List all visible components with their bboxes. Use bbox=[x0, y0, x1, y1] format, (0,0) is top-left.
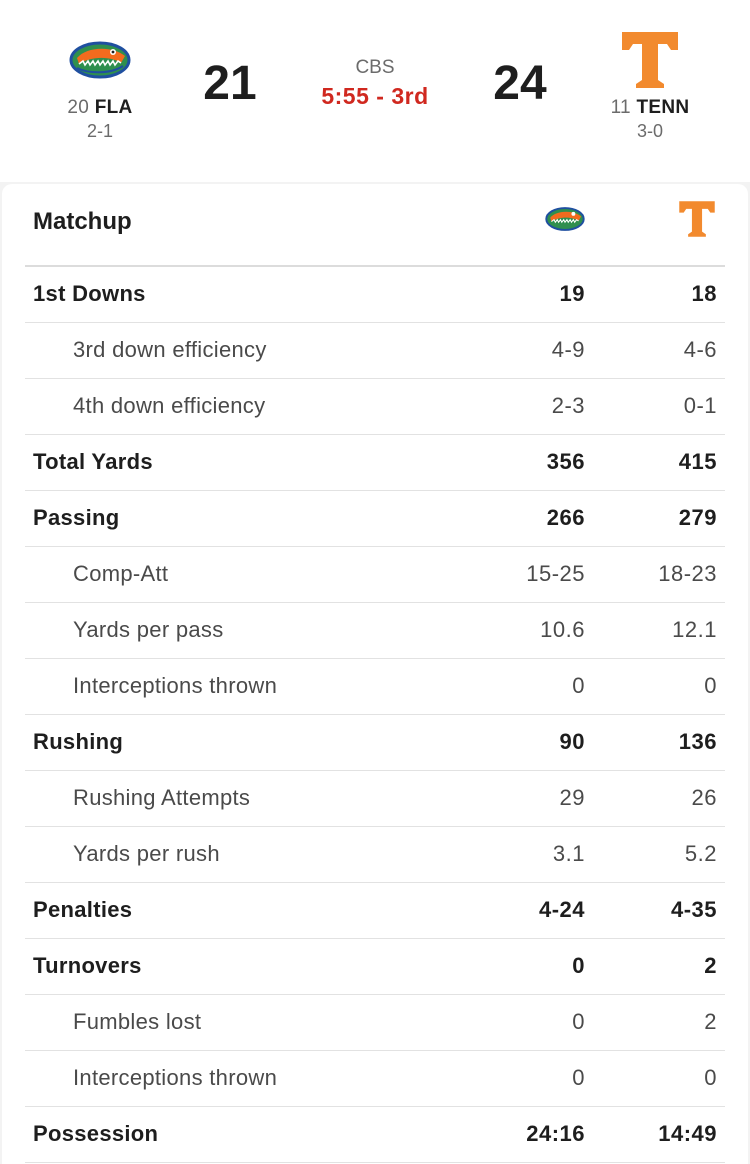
stat-row-passing: Passing 266 279 bbox=[25, 491, 725, 547]
stat-label: Rushing Attempts bbox=[73, 785, 251, 810]
stat-away-value: 356 bbox=[546, 449, 585, 474]
stat-label: Total Yards bbox=[33, 449, 153, 474]
stat-label: Comp-Att bbox=[73, 561, 169, 586]
stat-away-value: 0 bbox=[572, 1009, 585, 1034]
stat-label: 4th down efficiency bbox=[73, 393, 266, 418]
home-team[interactable]: 11 TENN 3-0 bbox=[580, 30, 720, 142]
stat-home-value: 279 bbox=[678, 505, 717, 530]
stat-away-value: 10.6 bbox=[540, 617, 585, 642]
stat-home-value: 136 bbox=[678, 729, 717, 754]
gator-logo-icon bbox=[69, 41, 131, 79]
stat-row-turnovers: Turnovers 0 2 bbox=[25, 939, 725, 995]
stat-row-3rd-down: 3rd down efficiency 4-9 4-6 bbox=[25, 323, 725, 379]
away-abbr: FLA bbox=[94, 97, 133, 118]
stat-row-rushing: Rushing 90 136 bbox=[25, 715, 725, 771]
home-team-name: 11 TENN bbox=[580, 97, 720, 119]
stat-away-value: 3.1 bbox=[552, 841, 585, 866]
stat-label: Possession bbox=[33, 1121, 159, 1146]
stat-row-comp-att: Comp-Att 15-25 18-23 bbox=[25, 547, 725, 603]
matchup-title: Matchup bbox=[33, 208, 132, 235]
stat-row-possession: Possession 24:16 14:49 bbox=[25, 1107, 725, 1163]
away-record: 2-1 bbox=[86, 121, 113, 141]
stat-away-value: 29 bbox=[559, 785, 585, 810]
stat-home-value: 2 bbox=[704, 1009, 717, 1034]
stat-label: Interceptions thrown bbox=[73, 673, 278, 698]
home-rank: 11 bbox=[610, 97, 631, 118]
stat-home-value: 0 bbox=[704, 1065, 717, 1090]
stat-label: Turnovers bbox=[33, 953, 142, 978]
game-clock: 5:55 - 3rd bbox=[321, 83, 429, 109]
stat-away-value: 4-9 bbox=[551, 337, 585, 362]
stat-label: Yards per rush bbox=[73, 841, 220, 866]
stats-table: 1st Downs 19 18 3rd down efficiency 4-9 … bbox=[25, 267, 725, 1163]
tv-network: CBS bbox=[355, 57, 395, 78]
stat-label: Fumbles lost bbox=[73, 1009, 202, 1034]
stat-home-value: 0-1 bbox=[683, 393, 717, 418]
stat-home-value: 415 bbox=[678, 449, 717, 474]
stat-away-value: 24:16 bbox=[526, 1121, 585, 1146]
stat-label: Passing bbox=[33, 505, 120, 530]
home-score: 24 bbox=[493, 57, 547, 110]
stat-row-yards-per-rush: Yards per rush 3.1 5.2 bbox=[25, 827, 725, 883]
away-team[interactable]: 20 FLA 2-1 bbox=[30, 30, 170, 142]
power-t-logo-icon bbox=[679, 201, 715, 237]
stat-label: Interceptions thrown bbox=[73, 1065, 278, 1090]
stat-home-value: 0 bbox=[704, 673, 717, 698]
scoreboard-header: 20 FLA 2-1 21 CBS 5:55 - 3rd 24 11 TENN … bbox=[0, 0, 750, 182]
stat-row-interceptions-turnovers: Interceptions thrown 0 0 bbox=[25, 1051, 725, 1107]
stat-label: 1st Downs bbox=[33, 281, 146, 306]
stat-away-value: 0 bbox=[572, 953, 585, 978]
stat-row-4th-down: 4th down efficiency 2-3 0-1 bbox=[25, 379, 725, 435]
stat-label: Rushing bbox=[33, 729, 124, 754]
power-t-logo-icon bbox=[622, 32, 678, 88]
stat-home-value: 18-23 bbox=[658, 561, 717, 586]
stat-row-interceptions-passing: Interceptions thrown 0 0 bbox=[25, 659, 725, 715]
stat-home-value: 14:49 bbox=[658, 1121, 717, 1146]
matchup-header: Matchup bbox=[25, 184, 725, 267]
stat-home-value: 5.2 bbox=[684, 841, 717, 866]
stat-away-value: 15-25 bbox=[526, 561, 585, 586]
stat-home-value: 4-6 bbox=[683, 337, 717, 362]
away-team-name: 20 FLA bbox=[30, 97, 170, 119]
stat-label: Yards per pass bbox=[73, 617, 224, 642]
stat-away-value: 2-3 bbox=[551, 393, 585, 418]
game-status: CBS 5:55 - 3rd bbox=[295, 57, 455, 110]
stat-away-value: 19 bbox=[559, 281, 585, 306]
stat-row-fumbles-lost: Fumbles lost 0 2 bbox=[25, 995, 725, 1051]
stat-home-value: 4-35 bbox=[670, 897, 717, 922]
stat-label: Penalties bbox=[33, 897, 133, 922]
stat-home-value: 26 bbox=[691, 785, 717, 810]
stat-away-value: 266 bbox=[546, 505, 585, 530]
stat-row-penalties: Penalties 4-24 4-35 bbox=[25, 883, 725, 939]
stat-away-value: 90 bbox=[559, 729, 585, 754]
home-record: 3-0 bbox=[636, 121, 663, 141]
stat-row-rushing-attempts: Rushing Attempts 29 26 bbox=[25, 771, 725, 827]
stat-away-value: 0 bbox=[572, 673, 585, 698]
matchup-card: Matchup 1st Downs 19 18 3rd down efficie… bbox=[2, 184, 748, 1164]
away-score: 21 bbox=[203, 57, 257, 110]
stat-away-value: 4-24 bbox=[538, 897, 585, 922]
stat-home-value: 18 bbox=[691, 281, 717, 306]
stat-row-total-yards: Total Yards 356 415 bbox=[25, 435, 725, 491]
home-abbr: TENN bbox=[636, 97, 690, 118]
stat-label: 3rd down efficiency bbox=[73, 337, 267, 362]
stat-home-value: 2 bbox=[704, 953, 717, 978]
stat-row-first-downs: 1st Downs 19 18 bbox=[25, 267, 725, 323]
stat-away-value: 0 bbox=[572, 1065, 585, 1090]
gator-logo-icon bbox=[545, 207, 585, 231]
stat-home-value: 12.1 bbox=[672, 617, 717, 642]
stat-row-yards-per-pass: Yards per pass 10.6 12.1 bbox=[25, 603, 725, 659]
away-rank: 20 bbox=[67, 97, 90, 118]
